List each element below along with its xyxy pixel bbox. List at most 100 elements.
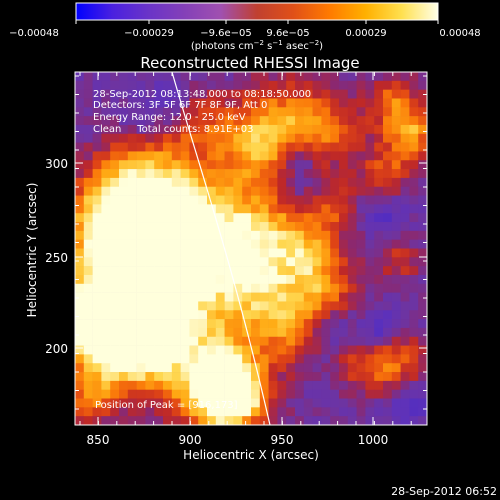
- heatmap-pixel: [268, 204, 278, 214]
- heatmap-pixel: [312, 151, 322, 161]
- heatmap-pixel: [400, 292, 410, 302]
- heatmap-pixel: [251, 266, 261, 276]
- heatmap-pixel: [83, 345, 93, 355]
- heatmap-pixel: [391, 177, 401, 188]
- heatmap-pixel: [198, 283, 208, 293]
- heatmap-pixel: [356, 186, 366, 196]
- heatmap-pixel: [119, 380, 129, 391]
- heatmap-pixel: [189, 336, 199, 346]
- heatmap-pixel: [365, 72, 375, 82]
- heatmap-pixel: [180, 336, 190, 346]
- heatmap-pixel: [171, 345, 181, 355]
- heatmap-pixel: [127, 72, 137, 82]
- heatmap-pixel: [110, 195, 120, 205]
- heatmap-pixel: [198, 133, 208, 143]
- heatmap-pixel: [136, 186, 146, 196]
- heatmap-pixel: [163, 301, 173, 311]
- heatmap-pixel: [365, 133, 375, 143]
- heatmap-pixel: [312, 213, 322, 223]
- heatmap-pixel: [101, 160, 111, 170]
- heatmap-pixel: [83, 98, 93, 108]
- heatmap-pixel: [409, 89, 419, 99]
- heatmap-pixel: [277, 80, 287, 90]
- heatmap-pixel: [277, 257, 287, 267]
- heatmap-pixel: [242, 89, 252, 99]
- heatmap-pixel: [101, 222, 111, 232]
- heatmap-pixel: [136, 292, 146, 302]
- heatmap-pixel: [295, 416, 305, 425]
- heatmap-pixel: [330, 186, 340, 196]
- heatmap-pixel: [83, 372, 93, 382]
- heatmap-pixel: [171, 248, 181, 258]
- heatmap-pixel: [75, 310, 85, 320]
- heatmap-pixel: [400, 319, 410, 329]
- heatmap-pixel: [286, 107, 296, 117]
- heatmap-pixel: [154, 363, 164, 373]
- heatmap-pixel: [365, 186, 375, 196]
- heatmap-pixel: [251, 151, 261, 161]
- heatmap-pixel: [365, 89, 375, 99]
- heatmap-pixel: [83, 169, 93, 179]
- heatmap-pixel: [303, 310, 313, 320]
- heatmap-pixel: [268, 230, 278, 240]
- heatmap-pixel: [75, 230, 85, 240]
- heatmap-pixel: [347, 354, 357, 364]
- heatmap-pixel: [418, 133, 427, 143]
- heatmap-pixel: [154, 142, 164, 152]
- heatmap-pixel: [92, 89, 102, 99]
- heatmap-pixel: [321, 363, 331, 373]
- heatmap-pixel: [171, 107, 181, 117]
- heatmap-pixel: [295, 398, 305, 408]
- heatmap-pixel: [154, 222, 164, 232]
- heatmap-pixel: [101, 327, 111, 338]
- heatmap-pixel: [391, 80, 401, 90]
- heatmap-pixel: [233, 416, 243, 425]
- heatmap-pixel: [163, 186, 173, 196]
- heatmap-pixel: [75, 354, 85, 364]
- heatmap-pixel: [286, 389, 296, 399]
- heatmap-pixel: [119, 354, 129, 364]
- heatmap-pixel: [180, 151, 190, 161]
- heatmap-pixel: [374, 319, 384, 329]
- heatmap-pixel: [83, 310, 93, 320]
- heatmap-pixel: [233, 372, 243, 382]
- heatmap-pixel: [303, 380, 313, 391]
- heatmap-pixel: [391, 116, 401, 126]
- heatmap-pixel: [145, 257, 155, 267]
- heatmap-pixel: [127, 336, 137, 346]
- heatmap-pixel: [365, 380, 375, 391]
- heatmap-pixel: [145, 416, 155, 425]
- heatmap-pixel: [163, 133, 173, 143]
- heatmap-pixel: [233, 116, 243, 126]
- heatmap-pixel: [383, 266, 393, 276]
- heatmap-pixel: [356, 292, 366, 302]
- heatmap-pixel: [277, 151, 287, 161]
- heatmap-pixel: [215, 222, 225, 232]
- heatmap-pixel: [215, 336, 225, 346]
- heatmap-pixel: [400, 416, 410, 425]
- heatmap-pixel: [189, 222, 199, 232]
- heatmap-pixel: [92, 372, 102, 382]
- heatmap-pixel: [383, 257, 393, 267]
- heatmap-pixel: [259, 274, 269, 285]
- heatmap-pixel: [242, 354, 252, 364]
- heatmap-pixel: [268, 133, 278, 143]
- heatmap-pixel: [312, 407, 322, 417]
- heatmap-pixel: [110, 80, 120, 90]
- heatmap-pixel: [110, 372, 120, 382]
- heatmap-pixel: [286, 257, 296, 267]
- heatmap-pixel: [339, 169, 349, 179]
- heatmap-pixel: [277, 213, 287, 223]
- heatmap-pixel: [295, 177, 305, 188]
- heatmap-pixel: [215, 327, 225, 338]
- heatmap-pixel: [207, 142, 217, 152]
- heatmap-pixel: [383, 204, 393, 214]
- heatmap-pixel: [400, 248, 410, 258]
- heatmap-pixel: [127, 310, 137, 320]
- heatmap-pixel: [295, 116, 305, 126]
- heatmap-pixel: [400, 389, 410, 399]
- heatmap-pixel: [171, 116, 181, 126]
- heatmap-pixel: [391, 336, 401, 346]
- heatmap-pixel: [233, 398, 243, 408]
- heatmap-pixel: [171, 169, 181, 179]
